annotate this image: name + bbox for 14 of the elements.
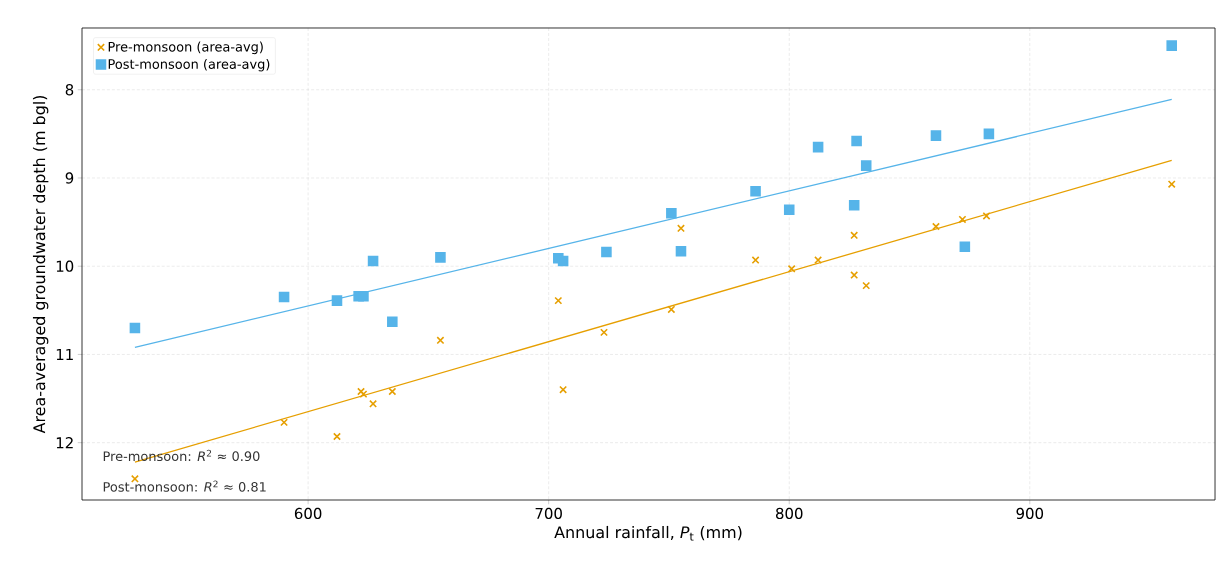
y-tick-label: 10 bbox=[56, 260, 74, 272]
x-tick-label: 700 bbox=[535, 507, 562, 520]
y-tick-label: 12 bbox=[56, 437, 73, 449]
x-tick-label: 800 bbox=[775, 507, 803, 520]
y-tick-label: 11 bbox=[56, 348, 73, 360]
x-tick-label: 900 bbox=[1016, 507, 1044, 520]
legend-label: Pre-monsoon (area-avg) bbox=[108, 41, 263, 55]
x-axis-title: Annual rainfall, P$_{t}$ (mm) bbox=[554, 525, 742, 541]
annotation: Post-monsoon: R$^{2}$ ≈ 0.81 bbox=[103, 480, 266, 492]
y-tick-label: 9 bbox=[65, 172, 74, 184]
x-tick-label: 600 bbox=[294, 507, 322, 520]
legend-label: Post-monsoon (area-avg) bbox=[108, 58, 270, 72]
y-tick-label: 8 bbox=[65, 84, 74, 96]
y-axis-title: Area-averaged groundwater depth (m bgl) bbox=[32, 95, 49, 434]
